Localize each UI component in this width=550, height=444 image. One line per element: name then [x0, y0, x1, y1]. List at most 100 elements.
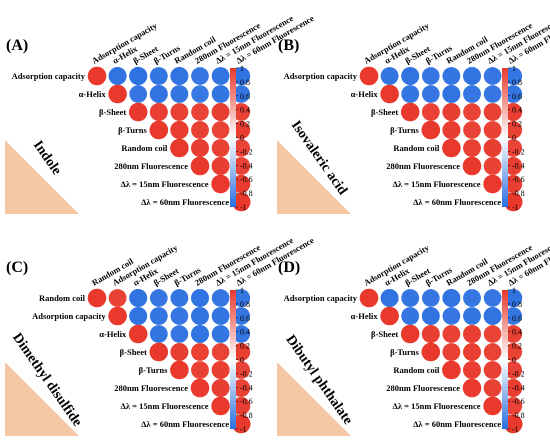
correlation-circle: [128, 102, 148, 122]
row-label: Δλ = 60nm Fluorescence: [413, 197, 501, 207]
correlation-circle: [442, 84, 461, 104]
correlation-circle: [503, 414, 523, 434]
correlation-circle: [483, 379, 502, 397]
correlation-circle: [129, 288, 148, 308]
correlation-circle: [191, 103, 209, 121]
row-label: Δλ = 15nm Fluorescence: [121, 401, 209, 411]
correlation-circle: [442, 307, 461, 325]
colorbar-tick-label: -0.8: [512, 411, 525, 420]
colorbar-tick-label: 0: [512, 134, 516, 143]
correlation-circle: [503, 192, 523, 212]
row-label: β-Sheet: [371, 329, 398, 339]
decor-triangle: [277, 362, 351, 436]
correlation-circle: [483, 289, 502, 307]
row-label: α-Helix: [79, 89, 107, 99]
colorbar-tick-label: 0.8: [512, 78, 522, 87]
correlation-circle: [462, 324, 482, 344]
decor-triangle: [277, 140, 351, 214]
correlation-circle: [211, 343, 230, 361]
correlation-circle: [380, 306, 399, 326]
correlation-circle: [190, 288, 210, 308]
correlation-circle: [421, 85, 440, 103]
correlation-circle: [170, 325, 189, 343]
correlation-circle: [232, 379, 251, 397]
colorbar-tick-label: -0.6: [240, 175, 253, 184]
row-label: β-Sheet: [371, 107, 398, 117]
colorbar-tick-label: -0.4: [240, 383, 253, 392]
correlation-circle: [232, 307, 251, 325]
correlation-circle: [232, 120, 251, 140]
correlation-circle: [170, 360, 189, 380]
correlation-circle: [108, 66, 127, 86]
correlation-circle: [87, 66, 107, 86]
correlation-circle: [504, 156, 523, 176]
correlation-circle: [108, 84, 127, 104]
correlation-circle: [442, 138, 461, 158]
colorbar-tick-label: -1: [512, 425, 519, 434]
correlation-circle: [211, 325, 230, 343]
correlation-circle: [190, 156, 210, 176]
correlation-circle: [504, 378, 523, 398]
correlation-circle: [442, 360, 461, 380]
panel-label: (D): [278, 259, 300, 276]
colorbar-tick-label: -0.8: [512, 189, 525, 198]
row-label: β-Turns: [139, 365, 168, 375]
correlation-circle: [400, 102, 420, 122]
correlation-circle: [504, 121, 523, 139]
correlation-circle: [504, 85, 523, 103]
correlation-circle: [149, 67, 168, 85]
correlation-circle: [87, 288, 107, 308]
correlation-circle: [170, 289, 189, 307]
correlation-circle: [232, 361, 251, 379]
correlation-circle: [401, 85, 420, 103]
correlation-circle: [483, 85, 502, 103]
colorbar-tick-label: 0.6: [512, 314, 522, 323]
colorbar-tick-label: 0.4: [240, 106, 250, 115]
correlation-circle: [463, 307, 481, 325]
correlation-circle: [129, 306, 148, 326]
correlation-circle: [232, 139, 251, 157]
correlation-circle: [380, 288, 399, 308]
correlation-circle: [442, 120, 461, 140]
colorbar-tick-label: 1: [240, 64, 244, 73]
colorbar: [230, 290, 236, 429]
colorbar-tick-label: 1: [240, 286, 244, 295]
panel-label: (C): [6, 259, 28, 276]
correlation-circle: [401, 66, 420, 86]
correlation-circle: [442, 102, 461, 122]
colorbar-tick-label: -1: [512, 203, 519, 212]
row-label: Adsorption capacity: [284, 293, 358, 303]
row-label: Δλ = 60nm Fluorescence: [413, 419, 501, 429]
correlation-circle: [380, 67, 399, 85]
correlation-circle: [211, 360, 230, 380]
row-label: Random coil: [393, 143, 440, 153]
colorbar-tick-label: -0.2: [240, 369, 253, 378]
correlation-circle: [232, 325, 251, 343]
correlation-circle: [149, 289, 168, 307]
correlation-circle: [232, 85, 251, 103]
colorbar-tick-label: -1: [240, 425, 247, 434]
correlation-circle: [190, 378, 210, 398]
correlation-circle: [421, 324, 440, 344]
correlation-circle: [442, 67, 461, 85]
correlation-circle: [442, 343, 461, 361]
row-label: β-Turns: [118, 125, 147, 135]
correlation-circle: [421, 103, 440, 121]
correlation-circle: [128, 324, 148, 344]
correlation-circle: [483, 157, 502, 175]
correlation-circle: [149, 102, 168, 122]
colorbar-tick-label: 0.8: [512, 300, 522, 309]
correlation-circle: [211, 156, 230, 176]
correlation-circle: [190, 306, 210, 326]
row-label: Adsorption capacity: [32, 311, 106, 321]
row-label: 280nm Fluorescence: [386, 383, 460, 393]
correlation-circle: [442, 325, 461, 343]
correlation-circle: [232, 157, 251, 175]
row-label: 280nm Fluorescence: [114, 383, 188, 393]
correlation-circle: [211, 102, 230, 122]
row-label: Δλ = 60nm Fluorescence: [141, 419, 229, 429]
colorbar-tick-label: 0: [512, 356, 516, 365]
row-label: Δλ = 15nm Fluorescence: [393, 401, 481, 411]
